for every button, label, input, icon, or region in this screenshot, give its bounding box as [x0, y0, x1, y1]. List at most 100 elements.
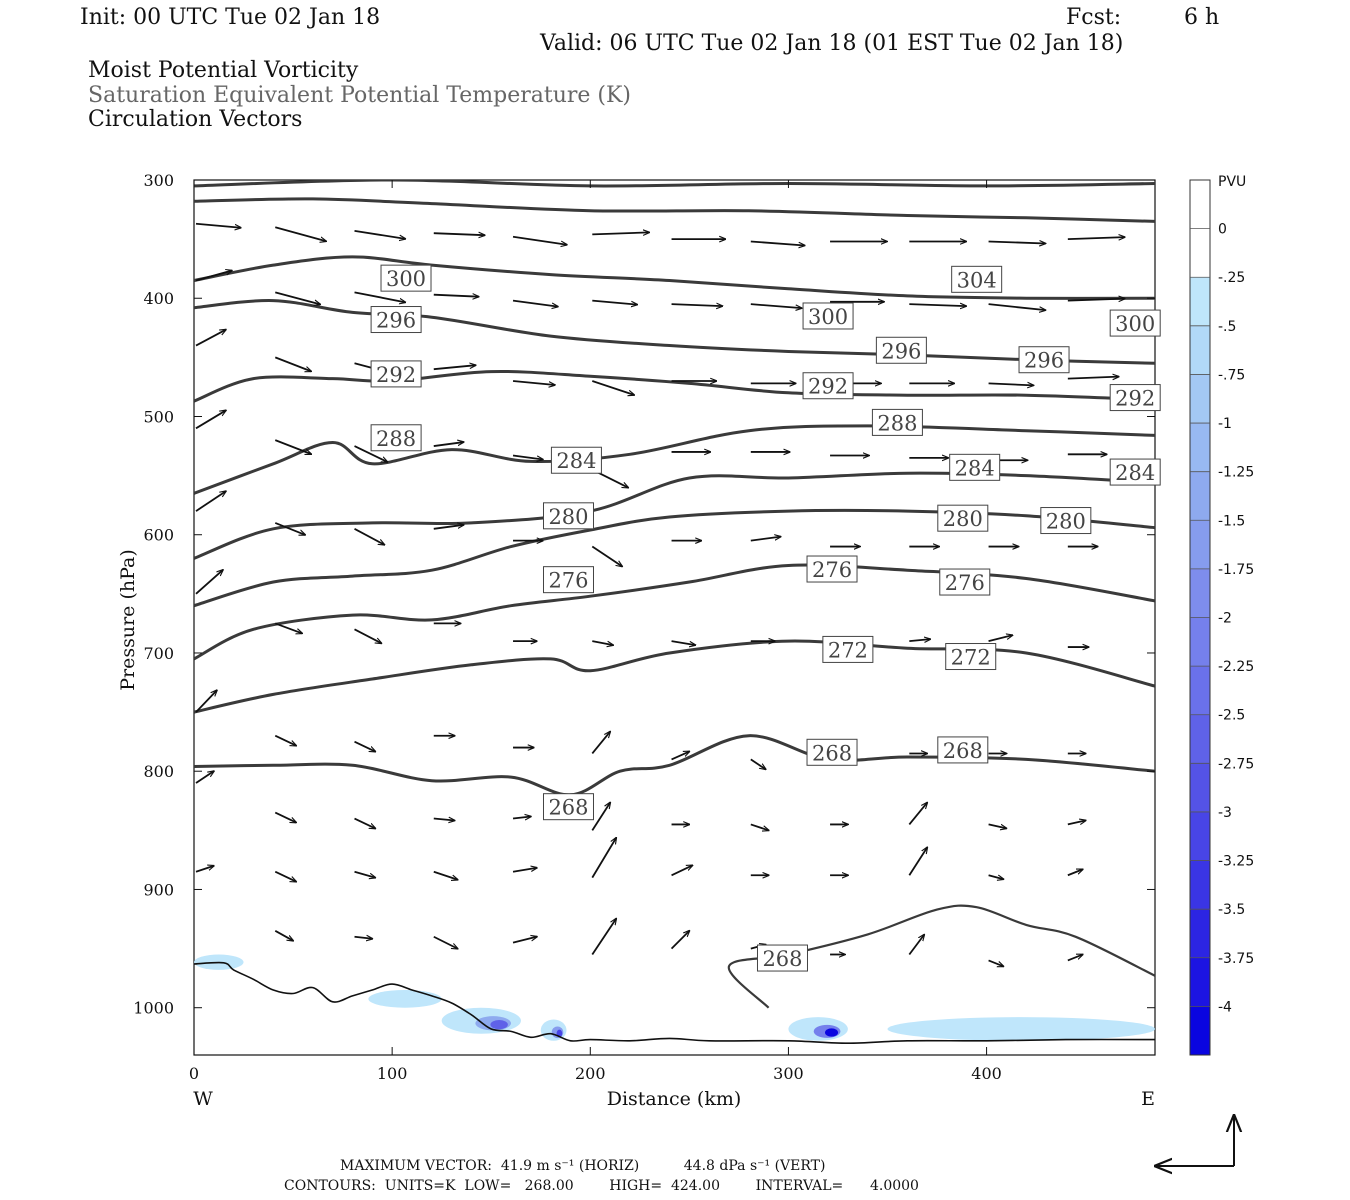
circulation-vector	[750, 758, 766, 769]
mpv-region-5	[887, 1017, 1155, 1041]
circulation-vector	[671, 751, 690, 761]
contour-label-text: 292	[376, 363, 416, 387]
contour-label: 268	[937, 736, 989, 764]
circulation-vector	[512, 380, 555, 385]
circulation-vector	[512, 235, 567, 245]
circulation-vector	[433, 525, 464, 530]
colorbar-unit: PVU	[1218, 174, 1246, 190]
colorbar-level-label: -.25	[1218, 270, 1245, 286]
circulation-vector	[1067, 299, 1125, 301]
contour-label: 288	[871, 408, 923, 436]
contour-label-text: 284	[955, 456, 995, 480]
contour-labels: 304 300 300 300 296 296 296 292 292 292 288 288 284 2…	[370, 264, 1161, 972]
circulation-vector	[671, 640, 696, 645]
circulation-vector	[591, 731, 610, 755]
contour-label-text: 280	[1046, 510, 1086, 534]
contour-label-text: 272	[828, 638, 868, 662]
circulation-vector	[988, 303, 1046, 310]
circulation-vector	[591, 838, 616, 879]
isentrope-300-1	[194, 255, 1155, 300]
colorbar-swatch	[1190, 763, 1210, 812]
plot-frame	[193, 179, 1156, 1056]
circulation-vector	[275, 291, 320, 304]
circulation-vector	[750, 240, 805, 245]
colorbar-swatch	[1190, 811, 1210, 861]
circulation-vector	[433, 442, 464, 447]
contour-label: 284	[1109, 458, 1161, 486]
circulation-vector	[988, 383, 1034, 385]
field-title-theta-es: Saturation Equivalent Potential Temperat…	[88, 83, 631, 108]
circulation-vector	[988, 635, 1013, 643]
colorbar-level-label: -3.25	[1218, 854, 1254, 870]
circulation-vector	[592, 299, 637, 305]
field-title-vectors: Circulation Vectors	[88, 107, 302, 132]
circulation-vector	[195, 330, 226, 347]
contour-label: 300	[1109, 309, 1161, 337]
y-tick-label: 300	[143, 171, 174, 190]
colorbar-level-label: -3.75	[1218, 951, 1254, 967]
circulation-vector	[195, 271, 232, 282]
surface-pressure-line	[194, 961, 1155, 1045]
circulation-vector	[908, 847, 927, 876]
circulation-vector	[591, 545, 622, 567]
contour-label-text: 292	[1115, 387, 1155, 411]
contour-label: 276	[806, 555, 858, 583]
circulation-vector	[274, 811, 296, 823]
isentrope-268-9	[194, 734, 1155, 797]
contour-label: 280	[937, 504, 989, 532]
contour-label-text: 276	[548, 569, 588, 593]
colorbar-level-label: -3	[1218, 805, 1232, 821]
colorbar-level-label: -3.5	[1218, 902, 1245, 918]
contour-label: 300	[802, 302, 854, 330]
contour-label-text: 272	[951, 646, 991, 670]
contour-label-text: 284	[556, 449, 596, 473]
east-label: E	[1141, 1088, 1155, 1110]
circulation-vector	[909, 639, 930, 641]
circulation-vector	[1067, 953, 1083, 962]
contour-label-text: 280	[548, 505, 588, 529]
circulation-vector	[274, 439, 311, 454]
circulation-vector	[671, 865, 693, 877]
circulation-vector	[274, 930, 293, 941]
circulation-vector	[591, 918, 616, 955]
terrain-surface	[194, 961, 1155, 1045]
pvu-colorbar: 0 -.25 -.5 -.75 -1 -1.25 -1.5 -1.75 -2 -2.25 -2.5 -…	[1189, 179, 1254, 1056]
y-axis-label: Pressure (hPa)	[117, 549, 139, 691]
circulation-vector	[750, 303, 802, 308]
contour-label: 296	[875, 336, 927, 364]
colorbar-level-label: -2.75	[1218, 756, 1254, 772]
circulation-vector	[512, 299, 558, 307]
x-tick-label: 300	[773, 1064, 804, 1083]
contour-label: 272	[945, 643, 997, 671]
contour-label: 280	[1040, 507, 1092, 535]
axis-ticks: 300 400 500 600 700 800 900 1000 0 100 200 300 400	[133, 171, 1155, 1083]
circulation-vector	[591, 802, 610, 831]
contour-label: 268	[756, 944, 808, 972]
circulation-vector	[433, 935, 458, 949]
mpv-min-4	[824, 1028, 839, 1037]
contour-label-text: 284	[1115, 461, 1155, 485]
circulation-vector	[195, 222, 241, 228]
forecast-label: Fcst:	[1066, 5, 1121, 30]
contour-label-text: 296	[376, 309, 416, 333]
colorbar-level-label: -2.25	[1218, 659, 1254, 675]
circulation-vector	[909, 304, 966, 306]
colorbar-swatch	[1190, 180, 1210, 229]
circulation-vector	[433, 295, 479, 297]
contour-label: 284	[550, 446, 602, 474]
circulation-vector	[354, 229, 406, 239]
circulation-vector	[275, 226, 326, 241]
colorbar-swatch	[1190, 1006, 1210, 1055]
colorbar-swatch	[1190, 568, 1210, 618]
colorbar-swatch	[1190, 277, 1210, 326]
contour-label: 296	[1018, 346, 1070, 374]
circulation-vector	[354, 937, 373, 939]
colorbar-level-label: -1.25	[1218, 465, 1254, 481]
circulation-vector	[274, 522, 305, 536]
circulation-vector	[354, 870, 376, 878]
circulation-vector	[354, 291, 406, 302]
circulation-vector	[908, 802, 927, 825]
contour-label-text: 280	[943, 507, 983, 531]
circulation-vector	[908, 934, 924, 956]
